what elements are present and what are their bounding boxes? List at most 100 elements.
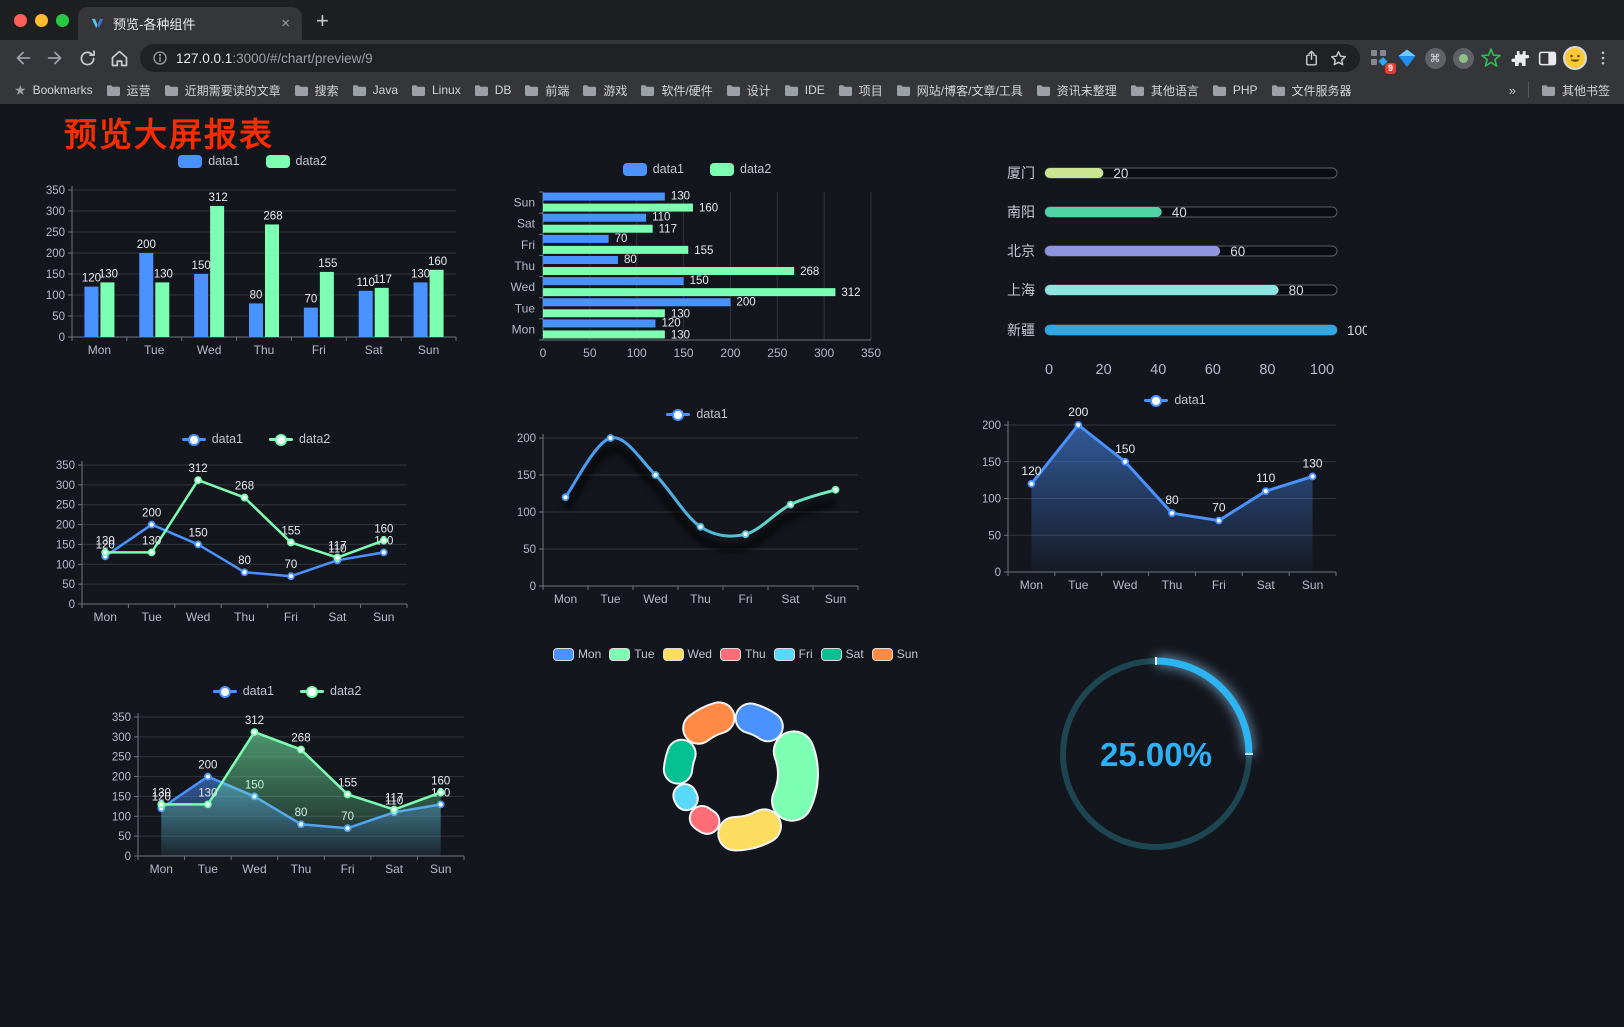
legend-item[interactable]: Tue	[610, 647, 655, 661]
legend-item[interactable]: Wed	[663, 647, 712, 661]
bookmark-folder[interactable]: IDE	[784, 83, 825, 97]
bookmark-folder[interactable]: PHP	[1212, 83, 1258, 97]
legend-label: data2	[740, 162, 772, 176]
share-icon[interactable]	[1302, 49, 1321, 68]
legend-item[interactable]: data1	[178, 154, 240, 168]
legend-swatch	[178, 154, 203, 168]
svg-text:130: 130	[411, 268, 430, 280]
chart-canvas: 0 50 100 150 200 Mon Tue Wed Thu Fri Sat Sun	[517, 433, 859, 606]
svg-text:Fri: Fri	[284, 610, 298, 624]
legend-item[interactable]: data1	[1144, 393, 1206, 407]
legend-item[interactable]: data1	[622, 162, 684, 176]
svg-text:130: 130	[671, 308, 690, 320]
legend-item[interactable]: Mon	[553, 647, 601, 661]
browser-menu-icon[interactable]	[1590, 45, 1616, 71]
legend-item[interactable]: Thu	[720, 647, 766, 661]
back-icon[interactable]	[8, 43, 38, 73]
bookmark-folder[interactable]: 软件/硬件	[640, 82, 713, 99]
bookmark-folder[interactable]: 项目	[838, 82, 883, 99]
bookmark-folder[interactable]: 游戏	[582, 82, 627, 99]
legend-swatch	[622, 162, 647, 176]
extension-record-icon[interactable]	[1450, 45, 1476, 71]
bookmark-folder[interactable]: 设计	[726, 82, 771, 99]
legend-item[interactable]: data1	[181, 432, 243, 446]
reload-icon[interactable]	[72, 43, 102, 73]
chart-legend: data1 data2	[103, 684, 471, 698]
bookmark-folder-label: 运营	[126, 83, 151, 98]
bookmark-folder[interactable]: 其他语言	[1130, 82, 1199, 99]
bookmarks-root[interactable]: ★ Bookmarks	[14, 82, 93, 99]
bookmark-folder[interactable]: Java	[352, 83, 398, 97]
home-icon[interactable]	[104, 43, 134, 73]
bookmark-folder[interactable]: Linux	[411, 83, 461, 97]
chart-legend: data1	[983, 393, 1367, 407]
legend-item[interactable]: data2	[710, 162, 771, 176]
legend-label: data1	[1174, 393, 1206, 407]
bookmark-folder[interactable]: 近期需要读的文章	[164, 82, 281, 99]
svg-text:Sat: Sat	[517, 217, 536, 231]
svg-text:100: 100	[517, 507, 536, 519]
forward-icon[interactable]	[40, 43, 70, 73]
svg-text:200: 200	[46, 248, 65, 260]
extension-diamond-icon[interactable]	[1394, 45, 1420, 71]
folder-icon	[784, 84, 799, 97]
legend-item[interactable]: Sat	[821, 647, 864, 661]
svg-text:Mon: Mon	[88, 343, 111, 357]
folder-icon	[1036, 84, 1051, 97]
bookmark-folder-label: 游戏	[603, 83, 628, 98]
svg-text:40: 40	[1150, 362, 1166, 378]
site-info-icon[interactable]	[152, 50, 168, 66]
legend-item[interactable]: data1	[666, 407, 728, 421]
zoom-window-button[interactable]	[56, 14, 69, 27]
close-window-button[interactable]	[14, 14, 27, 27]
side-panel-icon[interactable]	[1534, 45, 1560, 71]
svg-text:250: 250	[112, 752, 131, 764]
bookmark-folder[interactable]: 网站/博客/文章/工具	[896, 82, 1023, 99]
profile-avatar[interactable]	[1562, 45, 1588, 71]
svg-text:200: 200	[1068, 405, 1088, 419]
bookmark-folder-label: 前端	[545, 83, 570, 98]
new-tab-button[interactable]: +	[316, 8, 329, 33]
url-bar[interactable]: 127.0.0.1:3000/#/chart/preview/9	[140, 44, 1360, 72]
svg-text:Fri: Fri	[341, 862, 355, 876]
svg-text:312: 312	[209, 192, 228, 204]
bookmark-folder[interactable]: 运营	[106, 82, 151, 99]
tab-close-icon[interactable]: ×	[281, 15, 290, 32]
chart-legend: Mon Tue Wed Thu Fri Sat Sun	[545, 647, 927, 661]
extensions-puzzle-icon[interactable]	[1506, 45, 1532, 71]
bookmark-folder[interactable]: 资讯未整理	[1036, 82, 1117, 99]
bookmarks-root-label: Bookmarks	[32, 83, 93, 97]
bookmark-folder[interactable]: 文件服务器	[1271, 82, 1352, 99]
svg-text:20: 20	[1113, 166, 1128, 181]
svg-text:Sat: Sat	[781, 592, 800, 606]
bookmark-folder[interactable]: 搜索	[294, 82, 339, 99]
minimize-window-button[interactable]	[35, 14, 48, 27]
extension-grid-icon[interactable]: 9	[1366, 45, 1396, 74]
bookmark-folder-label: 其他语言	[1150, 83, 1199, 98]
svg-text:新疆: 新疆	[1007, 322, 1035, 338]
svg-text:130: 130	[198, 787, 217, 799]
legend-item[interactable]: Fri	[774, 647, 813, 661]
extension-green-star-icon[interactable]	[1478, 45, 1504, 71]
extension-command-icon[interactable]: ⌘	[1422, 45, 1448, 71]
legend-item[interactable]: data2	[269, 432, 330, 446]
svg-text:110: 110	[652, 212, 670, 224]
other-bookmarks[interactable]: 其他书签	[1541, 82, 1610, 99]
url-text[interactable]: 127.0.0.1:3000/#/chart/preview/9	[176, 51, 373, 66]
browser-tab[interactable]: 预览-各种组件 ×	[78, 7, 302, 40]
svg-text:350: 350	[112, 712, 131, 724]
bookmark-star-icon[interactable]	[1329, 49, 1348, 68]
bookmark-folder[interactable]: 前端	[524, 82, 569, 99]
svg-text:200: 200	[736, 296, 755, 308]
legend-item[interactable]: data2	[300, 684, 361, 698]
legend-item[interactable]: data2	[265, 154, 327, 168]
svg-text:268: 268	[800, 266, 819, 278]
bookmark-folder[interactable]: DB	[474, 83, 511, 97]
legend-item[interactable]: Sun	[872, 647, 918, 661]
svg-text:Tue: Tue	[198, 862, 219, 876]
svg-text:100: 100	[46, 290, 65, 302]
bookmarks-overflow-icon[interactable]: »	[1508, 82, 1516, 98]
legend-item[interactable]: data1	[212, 684, 274, 698]
svg-text:Mon: Mon	[512, 322, 535, 336]
folder-icon	[1541, 84, 1556, 97]
